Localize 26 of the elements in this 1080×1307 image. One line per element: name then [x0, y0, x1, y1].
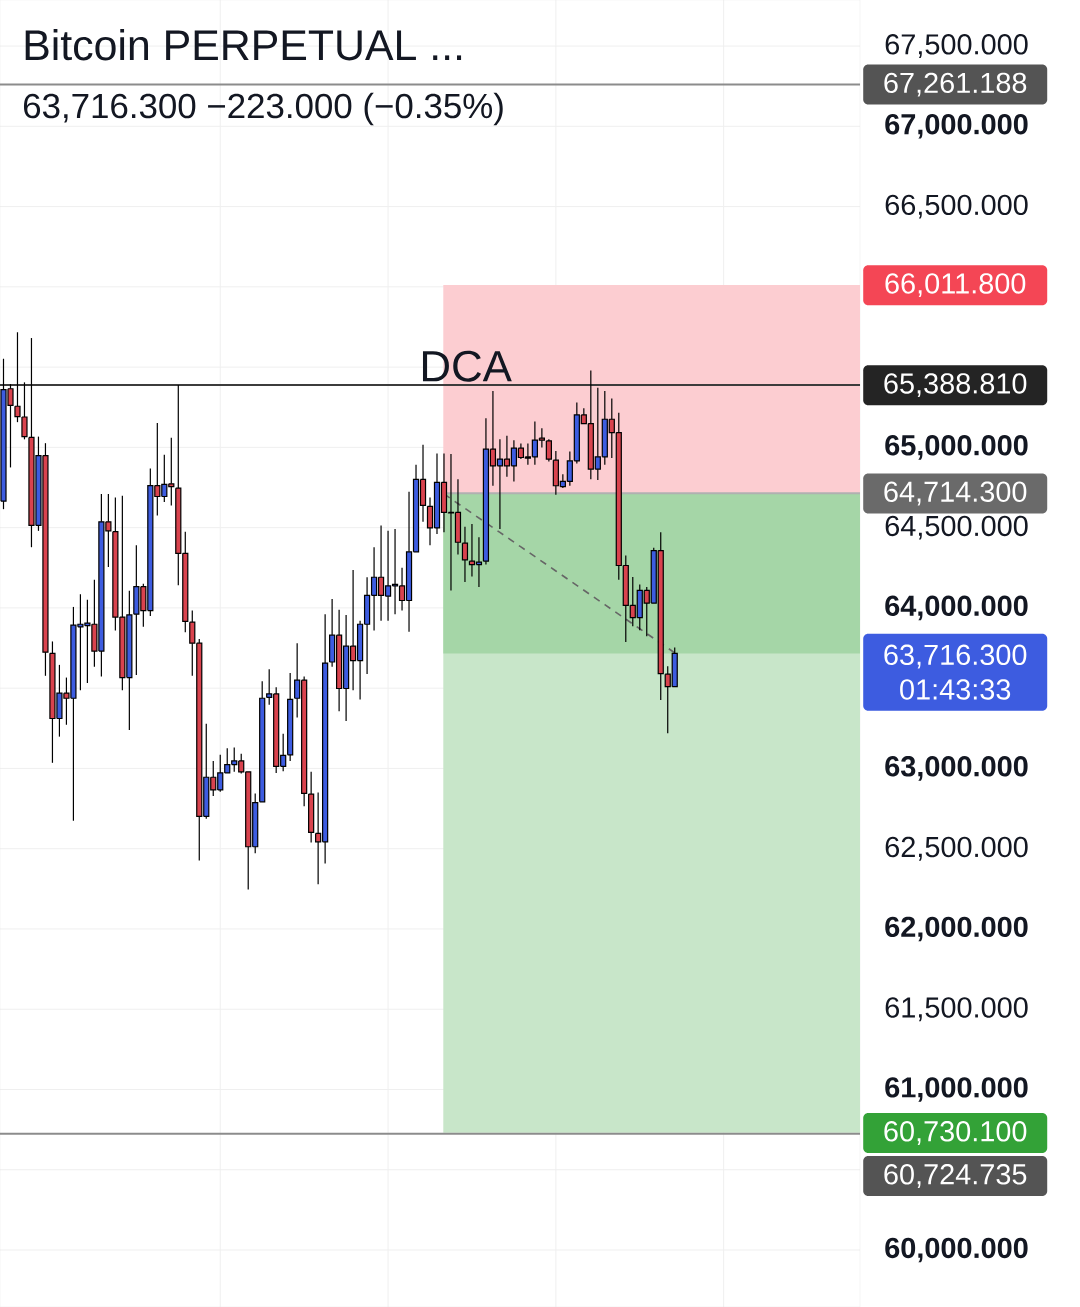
y-tick-label: 63,000.000 [885, 756, 1028, 781]
ref-line-label: 67,261.188 [884, 72, 1027, 97]
y-tick-label: 61,500.000 [885, 997, 1028, 1022]
band-label: 66,011.800 [885, 273, 1026, 298]
y-tick-label: 62,500.000 [885, 836, 1028, 861]
y-tick-label: 66,500.000 [885, 194, 1028, 219]
text: 63,716.300 −223.000 (−0.35%) [23, 92, 503, 126]
y-tick-label: 61,000.000 [885, 1077, 1028, 1102]
y-tick-label: 65,000.000 [885, 435, 1028, 460]
ref-line-label: 64,714.300 [884, 481, 1027, 506]
ref-line-label: 60,724.735 [884, 1164, 1027, 1188]
text: 01:43:33 [900, 679, 1011, 700]
y-tick-label: 64,500.000 [885, 515, 1028, 540]
candlestick [461, 526, 469, 583]
candlestick [363, 576, 371, 675]
ref-line-label: 65,388.810 [884, 373, 1027, 398]
y-tick-label: 60,000.000 [885, 1237, 1028, 1263]
band-label: 60,730.100 [884, 1121, 1027, 1145]
y-tick-label: 64,000.000 [885, 595, 1028, 621]
text: 63,716.300 [884, 644, 1027, 669]
y-tick-label: 67,500.000 [885, 34, 1028, 58]
y-tick-label: 62,000.000 [885, 916, 1028, 942]
candlestick [308, 771, 315, 844]
y-tick-label: 67,000.000 [885, 113, 1028, 139]
text: Bitcoin PERPETUAL ... [25, 28, 462, 61]
annotation: DCA [422, 350, 512, 382]
